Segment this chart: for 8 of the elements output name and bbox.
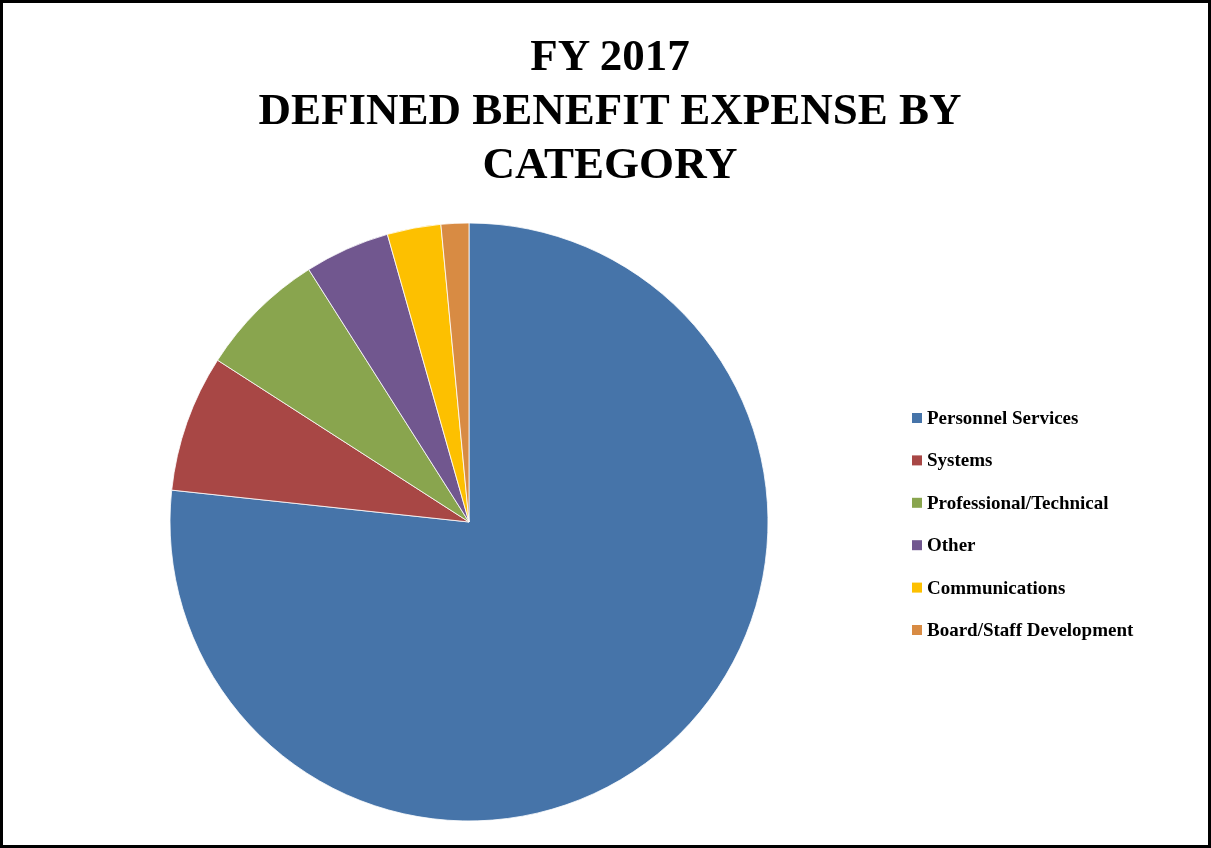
legend-label: Systems bbox=[927, 449, 993, 471]
legend-label: Board/Staff Development bbox=[927, 619, 1135, 640]
legend-label: Professional/Technical bbox=[927, 491, 1109, 513]
legend-label: Other bbox=[927, 534, 977, 556]
legend-label: Communications bbox=[927, 576, 1066, 598]
chart-title: FY 2017 DEFINED BENEFIT EXPENSE BY CATEGORY bbox=[258, 30, 962, 188]
legend-label: Personnel Services bbox=[927, 407, 1079, 428]
pie-slice bbox=[169, 222, 769, 822]
